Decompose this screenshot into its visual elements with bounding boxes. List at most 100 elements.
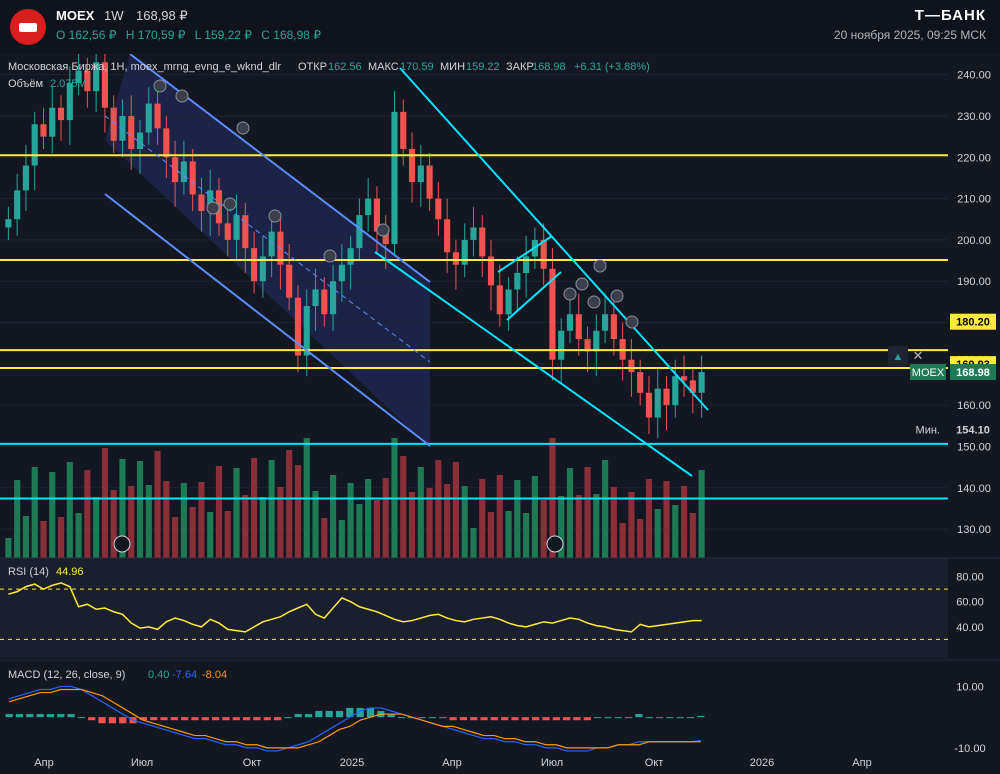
candle-body[interactable]	[198, 194, 205, 211]
info-marker-icon[interactable]	[587, 295, 601, 309]
dividend-marker-icon[interactable]	[113, 535, 131, 553]
candle-body[interactable]	[14, 190, 21, 220]
info-marker-icon[interactable]	[323, 249, 337, 263]
candle-body[interactable]	[22, 165, 30, 191]
candle-body[interactable]	[487, 256, 495, 286]
macd-histogram-bar	[232, 717, 240, 721]
candle-body[interactable]	[610, 314, 617, 340]
candle-body[interactable]	[31, 124, 38, 166]
info-marker-icon[interactable]	[376, 223, 390, 237]
candle-body[interactable]	[93, 62, 100, 92]
candle-body[interactable]	[698, 372, 705, 393]
candle-body[interactable]	[224, 223, 231, 240]
info-marker-icon[interactable]	[206, 201, 220, 215]
candle-body[interactable]	[584, 339, 591, 352]
candle-body[interactable]	[356, 215, 363, 249]
candle-body[interactable]	[461, 239, 468, 265]
candle-body[interactable]	[558, 330, 565, 360]
candle-body[interactable]	[207, 190, 214, 211]
candle-body[interactable]	[382, 231, 389, 245]
candle-body[interactable]	[505, 289, 512, 315]
candle-body[interactable]	[575, 314, 582, 340]
candle-body[interactable]	[523, 256, 530, 273]
candle-body[interactable]	[514, 272, 521, 290]
candle-body[interactable]	[628, 359, 635, 373]
candle-body[interactable]	[654, 388, 661, 418]
ticker-symbol[interactable]: MOEX	[56, 8, 95, 23]
candle-body[interactable]	[365, 198, 372, 216]
candle-body[interactable]	[321, 289, 328, 315]
candle-body[interactable]	[163, 128, 170, 158]
candle-body[interactable]	[233, 215, 240, 240]
candle-body[interactable]	[470, 227, 477, 240]
info-marker-icon[interactable]	[593, 259, 607, 273]
candle-body[interactable]	[110, 107, 117, 141]
candle-body[interactable]	[549, 268, 556, 360]
candle-body[interactable]	[637, 372, 644, 393]
candle-body[interactable]	[400, 111, 407, 150]
candle-body[interactable]	[136, 132, 144, 150]
candle-body[interactable]	[689, 380, 696, 393]
dividend-marker-icon[interactable]	[546, 535, 564, 553]
candle-body[interactable]	[566, 314, 574, 331]
candle-body[interactable]	[75, 70, 82, 83]
info-marker-icon[interactable]	[610, 289, 624, 303]
candle-body[interactable]	[259, 256, 266, 282]
candle-body[interactable]	[347, 248, 354, 265]
candle-body[interactable]	[672, 376, 679, 406]
candle-body[interactable]	[242, 215, 249, 249]
macd-histogram-bar	[490, 717, 498, 721]
info-marker-icon[interactable]	[236, 121, 250, 135]
info-marker-icon[interactable]	[175, 89, 189, 103]
candle-body[interactable]	[680, 376, 688, 381]
info-marker-icon[interactable]	[223, 197, 237, 211]
candle-body[interactable]	[645, 392, 653, 418]
candle-body[interactable]	[391, 111, 398, 245]
candle-body[interactable]	[435, 198, 442, 220]
candle-body[interactable]	[373, 198, 381, 232]
candle-body[interactable]	[408, 149, 416, 183]
candle-body[interactable]	[84, 70, 91, 92]
candle-body[interactable]	[101, 62, 108, 108]
candle-body[interactable]	[444, 219, 451, 253]
candle-body[interactable]	[268, 231, 275, 257]
candle-body[interactable]	[49, 107, 56, 137]
candle-body[interactable]	[180, 161, 187, 183]
candle-body[interactable]	[294, 297, 302, 356]
candle-body[interactable]	[251, 248, 258, 282]
candle-body[interactable]	[128, 115, 135, 150]
alert-bell-icon[interactable]	[888, 346, 908, 366]
candle-body[interactable]	[479, 227, 486, 257]
candle-body[interactable]	[303, 306, 310, 356]
candle-body[interactable]	[540, 239, 547, 269]
candle-body[interactable]	[40, 124, 47, 137]
candle-body[interactable]	[593, 330, 600, 352]
candle-body[interactable]	[663, 388, 670, 406]
candle-body[interactable]	[154, 103, 161, 129]
candle-body[interactable]	[189, 161, 196, 195]
candle-body[interactable]	[496, 285, 503, 315]
candle-body[interactable]	[426, 165, 433, 199]
close-icon[interactable]: ✕	[913, 348, 924, 363]
candle-body[interactable]	[66, 82, 73, 121]
candle-body[interactable]	[5, 219, 12, 228]
candle-body[interactable]	[452, 252, 459, 265]
candle-body[interactable]	[312, 289, 319, 306]
candle-body[interactable]	[57, 107, 65, 121]
info-marker-icon[interactable]	[268, 209, 282, 223]
candle-body[interactable]	[329, 281, 337, 315]
candle-body[interactable]	[286, 264, 293, 298]
timeframe-button[interactable]: 1W	[104, 8, 124, 23]
info-marker-icon[interactable]	[563, 287, 577, 301]
candle-body[interactable]	[338, 264, 345, 282]
candle-body[interactable]	[119, 115, 126, 141]
info-marker-icon[interactable]	[575, 277, 589, 291]
candle-body[interactable]	[172, 157, 179, 183]
event-markers[interactable]	[113, 79, 639, 553]
info-marker-icon[interactable]	[153, 79, 167, 93]
price-chart[interactable]: 220.50195.14173.31168.98150.62137.39 Мос…	[0, 54, 1000, 774]
candle-body[interactable]	[417, 165, 424, 183]
candle-body[interactable]	[602, 314, 609, 331]
info-marker-icon[interactable]	[625, 315, 639, 329]
candle-body[interactable]	[145, 103, 152, 133]
